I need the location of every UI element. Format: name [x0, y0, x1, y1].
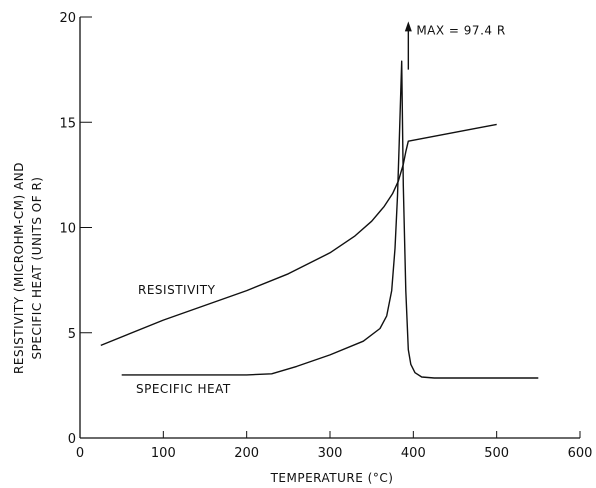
series-lines [100, 60, 539, 379]
max-arrowhead [404, 21, 412, 32]
y-tick-label: 5 [68, 327, 76, 342]
x-tick-label: 500 [484, 446, 509, 461]
y-tick-label: 20 [59, 11, 76, 26]
y-axis-label-line1: RESISTIVITY (MICROHM-CM) AND [12, 162, 26, 374]
y-axis-label-line2: SPECIFIC HEAT (UNITS OF R) [30, 177, 44, 360]
x-tick-label: 100 [151, 446, 176, 461]
x-tick-label: 200 [234, 446, 259, 461]
x-tick-label: 600 [568, 446, 593, 461]
resistivity-label: RESISTIVITY [138, 283, 216, 297]
x-tick-label: 400 [401, 446, 426, 461]
y-ticks: 0 5 10 15 20 [59, 11, 92, 447]
y-tick-label: 0 [68, 432, 76, 447]
annotations: MAX = 97.4 R RESISTIVITY SPECIFIC HEAT [136, 21, 505, 396]
x-tick-label: 0 [76, 446, 84, 461]
resistivity-line [100, 123, 497, 347]
specific-heat-label: SPECIFIC HEAT [136, 382, 231, 396]
specific-heat-line [121, 60, 539, 379]
x-tick-label: 300 [318, 446, 343, 461]
x-ticks: 0 100 200 300 400 500 600 [76, 431, 593, 461]
y-tick-label: 15 [59, 116, 76, 131]
max-label: MAX = 97.4 R [416, 23, 505, 37]
y-tick-label: 10 [59, 222, 76, 237]
x-axis-label: TEMPERATURE (°C) [270, 471, 394, 485]
